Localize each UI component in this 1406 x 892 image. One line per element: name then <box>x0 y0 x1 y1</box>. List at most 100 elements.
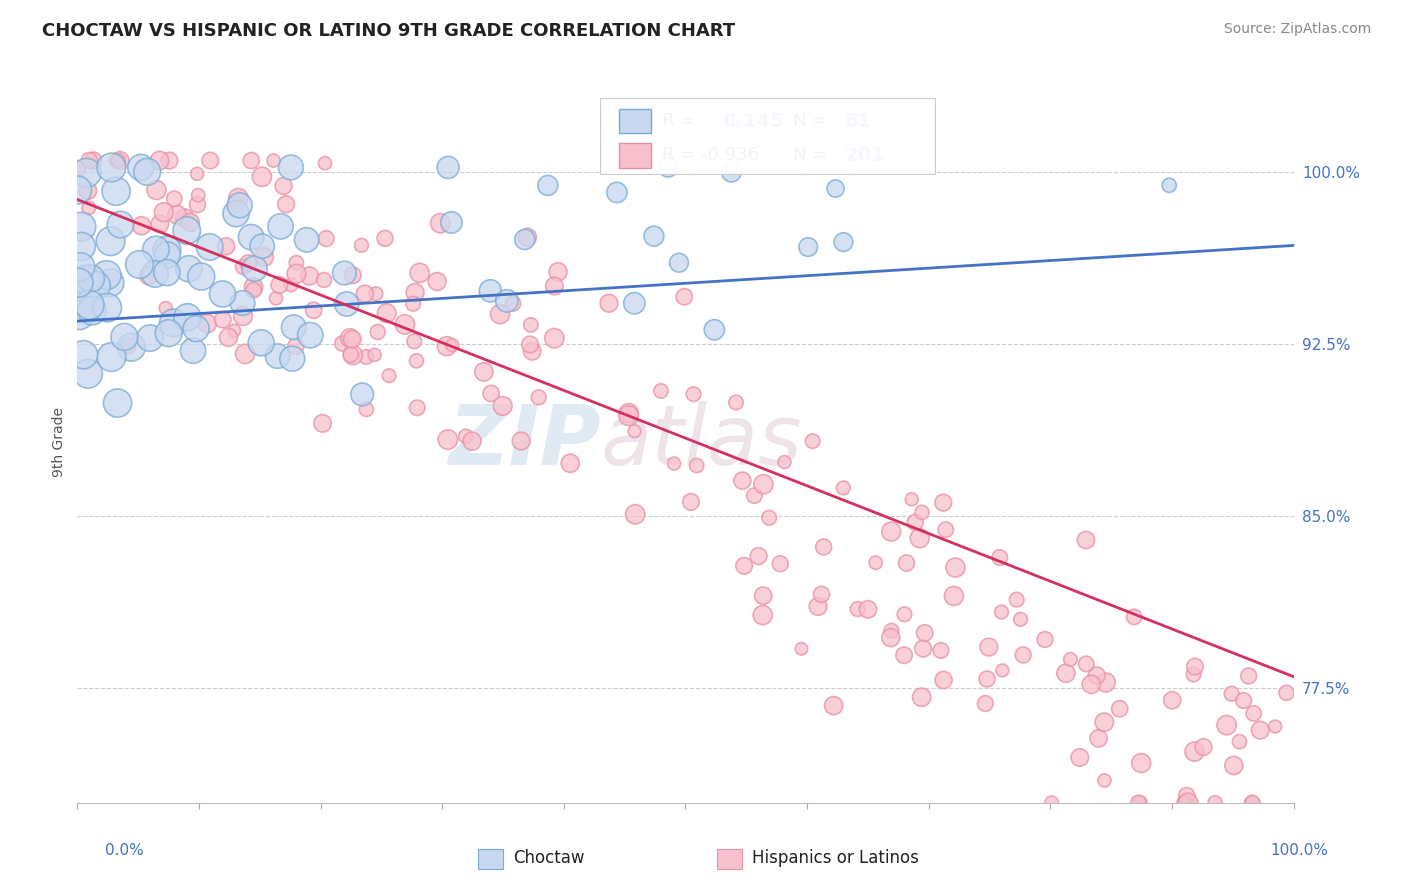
Point <box>145 183 167 197</box>
Point <box>354 350 377 364</box>
Point <box>560 456 582 470</box>
Point <box>378 368 401 383</box>
Point <box>472 365 495 379</box>
Point <box>751 608 773 623</box>
Point <box>1010 612 1032 626</box>
Point <box>1161 693 1184 707</box>
Point <box>543 279 565 293</box>
Point <box>242 283 264 297</box>
Point <box>1092 715 1115 730</box>
Point <box>350 238 373 252</box>
Text: atlas: atlas <box>600 401 801 482</box>
Point <box>98 276 121 290</box>
Point <box>105 184 128 198</box>
Point <box>79 153 101 168</box>
Point <box>364 286 387 301</box>
Point <box>1204 796 1226 810</box>
Point <box>1005 592 1028 607</box>
Point <box>991 664 1014 678</box>
Point <box>145 243 167 257</box>
Point <box>225 197 247 211</box>
Point <box>70 219 93 234</box>
Point <box>232 309 254 323</box>
Point <box>977 640 1000 654</box>
Point <box>186 167 208 181</box>
Point <box>136 165 159 179</box>
Point <box>880 624 903 638</box>
Point <box>314 273 336 287</box>
Point <box>426 275 449 289</box>
Point <box>139 331 162 345</box>
Text: N =: N = <box>793 146 828 164</box>
Point <box>405 354 427 368</box>
Point <box>250 335 273 350</box>
Text: 201: 201 <box>845 146 886 165</box>
Point <box>263 153 285 168</box>
Point <box>1177 796 1199 810</box>
Point <box>461 434 484 449</box>
Point <box>105 153 128 168</box>
Point <box>280 277 302 292</box>
Point <box>974 697 997 711</box>
Point <box>228 191 250 205</box>
Point <box>356 402 378 417</box>
Point <box>152 205 174 219</box>
Point <box>1076 657 1098 671</box>
Point <box>914 626 936 640</box>
Point <box>242 280 264 294</box>
Point <box>367 325 389 339</box>
Point <box>846 602 869 616</box>
Point <box>824 181 846 195</box>
Text: N =: N = <box>793 112 828 130</box>
Point <box>120 340 142 354</box>
Point <box>935 523 957 537</box>
Point <box>404 285 426 300</box>
Point <box>1128 796 1150 810</box>
Point <box>269 277 291 292</box>
Point <box>273 178 295 193</box>
Point <box>67 300 90 314</box>
Point <box>176 310 198 325</box>
Point <box>703 323 725 337</box>
Point <box>156 243 179 257</box>
Point <box>66 161 89 176</box>
Point <box>76 166 98 180</box>
Point <box>773 455 796 469</box>
Point <box>598 296 620 310</box>
Point <box>75 272 97 286</box>
Point <box>880 631 903 645</box>
Point <box>148 153 170 168</box>
Point <box>893 648 915 663</box>
Point <box>184 321 207 335</box>
Point <box>942 589 965 603</box>
Point <box>769 557 792 571</box>
Point <box>77 201 100 215</box>
Point <box>285 267 308 281</box>
Point <box>274 197 297 211</box>
Point <box>1243 706 1265 721</box>
Y-axis label: 9th Grade: 9th Grade <box>52 407 66 476</box>
Text: R =: R = <box>662 112 695 130</box>
Point <box>1229 734 1251 748</box>
Point <box>1175 789 1198 803</box>
Point <box>314 156 336 170</box>
Point <box>1130 756 1153 770</box>
Point <box>932 673 955 687</box>
Point <box>77 367 100 381</box>
Point <box>228 198 250 212</box>
Point <box>489 307 512 321</box>
Point <box>243 261 266 276</box>
Point <box>211 312 233 326</box>
Point <box>1012 648 1035 662</box>
Point <box>302 303 325 318</box>
Point <box>143 267 166 281</box>
Point <box>657 161 679 175</box>
Point <box>69 309 91 323</box>
Point <box>253 250 276 264</box>
Point <box>406 401 429 415</box>
Point <box>1184 659 1206 673</box>
Point <box>912 641 935 656</box>
Point <box>1215 718 1237 732</box>
Point <box>752 477 775 491</box>
Point <box>240 230 263 244</box>
